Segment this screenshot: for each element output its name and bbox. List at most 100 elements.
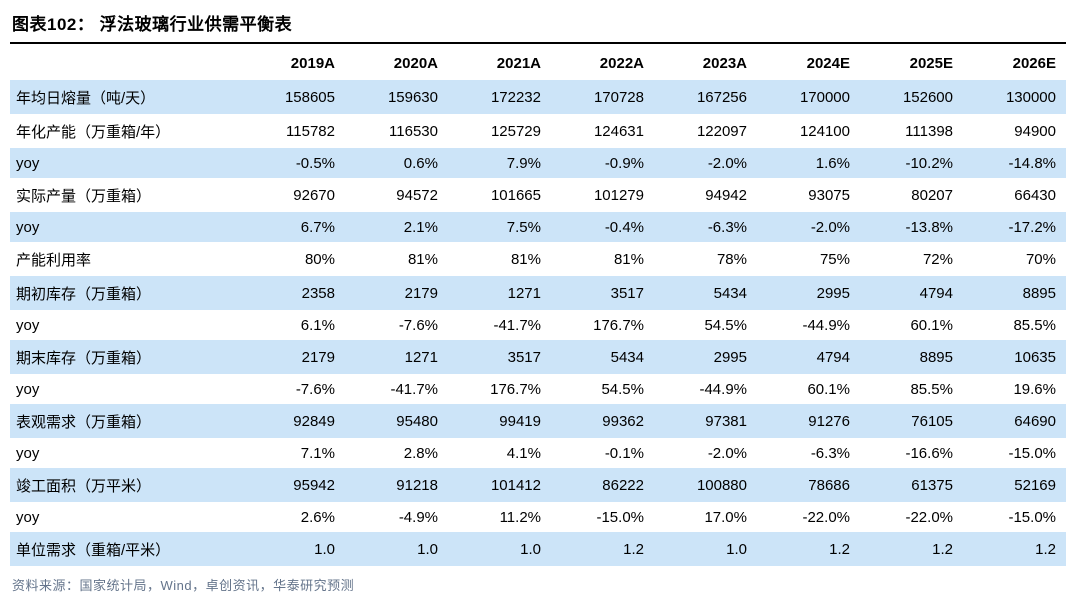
cell-value: -15.0%: [1008, 444, 1056, 462]
table-row: yoy -0.5% 0.6% 7.9% -0.9% -2.0% 1.6% -10.2% -14.…: [10, 148, 1066, 178]
cell-value: 95942: [293, 476, 335, 494]
cell-value: -2.0%: [810, 218, 850, 236]
row-label: yoy: [16, 444, 40, 462]
year-column-header: 2022A: [599, 55, 644, 72]
cell-value: 11.2%: [499, 508, 541, 526]
cell-value: 170728: [593, 88, 644, 106]
row-label: yoy: [16, 508, 40, 526]
cell-value: 2.8%: [403, 444, 438, 462]
year-column-header: 2019A: [290, 55, 335, 72]
cell-value: 101412: [490, 476, 541, 494]
cell-value: 176.7%: [593, 316, 644, 334]
cell-value: -0.1%: [604, 444, 644, 462]
cell-value: -7.6%: [398, 316, 438, 334]
table-row: 期末库存（万重箱） 2179 1271 3517 5434 2995 4794 8895 106…: [10, 340, 1066, 374]
cell-value: 1.0: [726, 540, 747, 558]
cell-value: 60.1%: [910, 316, 953, 334]
cell-value: 5434: [610, 348, 644, 366]
cell-value: 116530: [389, 122, 438, 140]
cell-value: 1271: [404, 348, 438, 366]
cell-value: 1.2: [623, 540, 644, 558]
cell-value: 94942: [705, 186, 747, 204]
cell-value: 99362: [602, 412, 644, 430]
table-row: 实际产量（万重箱） 92670 94572 101665 101279 94942 9307…: [10, 178, 1066, 212]
cell-value: 4.1%: [506, 444, 541, 462]
cell-value: 170000: [799, 88, 850, 106]
cell-value: 60.1%: [807, 380, 850, 398]
table-row: 年化产能（万重箱/年） 115782 116530 125729 124631 12209…: [10, 114, 1066, 148]
row-label: 年均日熔量（吨/天）: [16, 89, 156, 107]
cell-value: -4.9%: [398, 508, 438, 526]
source-note: 资料来源：国家统计局，Wind，卓创资讯，华泰研究预测: [12, 578, 355, 593]
cell-value: 1.0: [520, 540, 541, 558]
cell-value: 72%: [922, 250, 953, 268]
cell-value: 2.1%: [403, 218, 438, 236]
cell-value: 1.0: [417, 540, 438, 558]
cell-value: -41.7%: [493, 316, 541, 334]
cell-value: -41.7%: [390, 380, 438, 398]
cell-value: 95480: [396, 412, 438, 430]
cell-value: -6.3%: [810, 444, 850, 462]
row-label: yoy: [16, 154, 40, 172]
cell-value: 1.0: [314, 540, 335, 558]
cell-value: 7.1%: [300, 444, 335, 462]
cell-value: 81%: [407, 250, 438, 268]
cell-value: 19.6%: [1013, 380, 1056, 398]
cell-value: 115782: [286, 122, 335, 140]
cell-value: -0.5%: [295, 154, 335, 172]
cell-value: 6.7%: [300, 218, 335, 236]
cell-value: 176.7%: [490, 380, 541, 398]
table-row: 竣工面积（万平米） 95942 91218 101412 86222 100880 7868…: [10, 468, 1066, 502]
cell-value: 125729: [490, 122, 541, 140]
cell-value: 8895: [1022, 284, 1056, 302]
cell-value: 52169: [1014, 476, 1056, 494]
table-row: yoy 6.1% -7.6% -41.7% 176.7% 54.5% -44.9% 60.1%…: [10, 310, 1066, 340]
cell-value: 2179: [404, 284, 438, 302]
cell-value: 66430: [1014, 186, 1056, 204]
row-label: yoy: [16, 218, 40, 236]
cell-value: 54.5%: [601, 380, 644, 398]
row-label: 产能利用率: [16, 251, 92, 269]
row-label: 单位需求（重箱/平米）: [16, 541, 171, 559]
figure-title: 图表102： 浮法玻璃行业供需平衡表: [10, 8, 1066, 44]
row-label: yoy: [16, 316, 40, 334]
cell-value: 1.6%: [815, 154, 850, 172]
cell-value: 1271: [507, 284, 541, 302]
row-label: 竣工面积（万平米）: [16, 477, 152, 495]
row-label: 期初库存（万重箱）: [16, 285, 152, 303]
cell-value: 7.5%: [506, 218, 541, 236]
cell-value: 8895: [919, 348, 953, 366]
year-column-header: 2023A: [702, 55, 747, 72]
cell-value: 81%: [613, 250, 644, 268]
cell-value: 172232: [490, 88, 541, 106]
cell-value: -17.2%: [1008, 218, 1056, 236]
cell-value: 94572: [396, 186, 438, 204]
cell-value: 86222: [602, 476, 644, 494]
cell-value: -13.8%: [905, 218, 953, 236]
cell-value: -0.9%: [604, 154, 644, 172]
cell-value: 80207: [911, 186, 953, 204]
cell-value: 122097: [696, 122, 747, 140]
cell-value: 1.2: [829, 540, 850, 558]
cell-value: 124100: [799, 122, 850, 140]
row-label: 实际产量（万重箱）: [16, 187, 152, 205]
cell-value: 54.5%: [704, 316, 747, 334]
cell-value: 97381: [705, 412, 747, 430]
table-row: yoy 7.1% 2.8% 4.1% -0.1% -2.0% -6.3% -16.6% -15.…: [10, 438, 1066, 468]
cell-value: 2995: [816, 284, 850, 302]
cell-value: -10.2%: [905, 154, 953, 172]
cell-value: 70%: [1025, 250, 1056, 268]
cell-value: 3517: [610, 284, 644, 302]
cell-value: 4794: [816, 348, 850, 366]
cell-value: -14.8%: [1008, 154, 1056, 172]
cell-value: 101279: [593, 186, 644, 204]
year-column-header: 2026E: [1012, 55, 1056, 72]
cell-value: -44.9%: [802, 316, 850, 334]
cell-value: 78686: [808, 476, 850, 494]
table-header-row: 2019A 2020A 2021A 2022A 2023A 2024E 2025E 2026E: [10, 46, 1066, 80]
row-label: 年化产能（万重箱/年）: [16, 123, 171, 141]
cell-value: -16.6%: [905, 444, 953, 462]
cell-value: 0.6%: [403, 154, 438, 172]
cell-value: 61375: [911, 476, 953, 494]
